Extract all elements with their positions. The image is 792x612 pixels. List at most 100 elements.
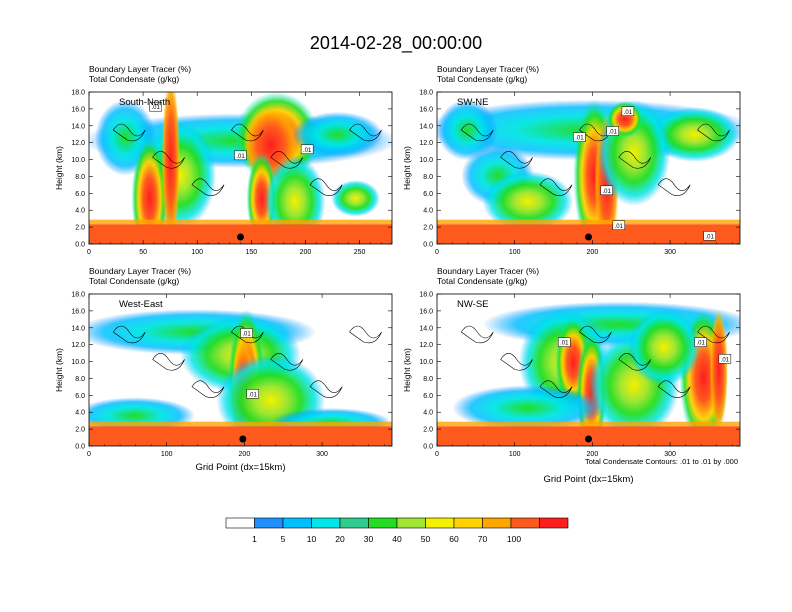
- contour-label-box: [558, 337, 571, 347]
- panel: Boundary Layer Tracer (%)Total Condensat…: [402, 64, 741, 256]
- x-tick-label: 300: [316, 451, 328, 458]
- panel-title-2: Total Condensate (g/kg): [89, 74, 179, 84]
- y-tick-label: 6.0: [75, 191, 85, 198]
- x-tick-label: 0: [435, 249, 439, 256]
- contour-label-box: [694, 337, 707, 347]
- contour-label: .01: [575, 136, 584, 142]
- y-tick-label: 16.0: [71, 106, 85, 113]
- contour: [618, 353, 652, 371]
- panel-title-1: Boundary Layer Tracer (%): [437, 266, 539, 276]
- contour-label: .01: [151, 105, 160, 111]
- x-tick-label: 0: [435, 451, 439, 458]
- y-tick-label: 2.0: [423, 427, 433, 434]
- x-tick-label: 100: [191, 249, 203, 256]
- panel-label: South-North: [119, 97, 170, 108]
- y-tick-label: 4.0: [75, 410, 85, 417]
- y-tick-label: 6.0: [423, 393, 433, 400]
- contour: [112, 123, 146, 142]
- panel-label: SW-NE: [457, 97, 489, 108]
- x-tick-label: 200: [587, 451, 599, 458]
- y-axis-label: Height (km): [402, 348, 412, 392]
- contour: [578, 325, 612, 344]
- y-tick-label: 14.0: [71, 325, 85, 332]
- colorbar-box: [311, 517, 341, 529]
- y-tick-label: 18.0: [71, 90, 85, 97]
- contour: [657, 178, 691, 196]
- boundary-layer-top: [89, 219, 392, 225]
- contour: [460, 325, 494, 344]
- contour: [230, 123, 264, 142]
- colorbar-box: [425, 517, 455, 529]
- field: [89, 294, 392, 446]
- colorbar-box: [510, 517, 540, 529]
- panel-title-2: Total Condensate (g/kg): [437, 276, 527, 286]
- y-tick-label: 0.0: [423, 444, 433, 451]
- y-tick-label: 0.0: [75, 242, 85, 249]
- contour-label-box: [240, 328, 253, 338]
- y-tick-label: 6.0: [75, 393, 85, 400]
- panel: Boundary Layer Tracer (%)Total Condensat…: [402, 266, 741, 485]
- y-tick-label: 2.0: [423, 225, 433, 232]
- x-tick-label: 200: [239, 451, 251, 458]
- y-tick-label: 12.0: [419, 140, 433, 147]
- contour: [349, 123, 382, 142]
- field-blob: [437, 99, 498, 161]
- y-tick-label: 4.0: [75, 208, 85, 215]
- y-tick-label: 8.0: [423, 174, 433, 181]
- colorbar-box: [539, 517, 569, 529]
- panel: Boundary Layer Tracer (%)Total Condensat…: [54, 64, 393, 256]
- panels: Boundary Layer Tracer (%)Total Condensat…: [54, 64, 741, 485]
- contour-label-box: [612, 220, 626, 231]
- colorbar-label: 1: [252, 534, 257, 544]
- panel-title-2: Total Condensate (g/kg): [437, 74, 527, 84]
- colorbar-label: 70: [478, 534, 488, 544]
- x-tick-label: 100: [161, 451, 173, 458]
- x-tick-label: 150: [245, 249, 257, 256]
- panel-title-1: Boundary Layer Tracer (%): [89, 64, 191, 74]
- y-tick-label: 18.0: [71, 292, 85, 299]
- figure-title: 2014-02-28_00:00:00: [310, 33, 482, 54]
- y-tick-label: 10.0: [419, 157, 433, 164]
- y-axis-label: Height (km): [54, 146, 64, 190]
- contour: [270, 353, 304, 371]
- y-tick-label: 10.0: [71, 359, 85, 366]
- y-tick-label: 18.0: [419, 90, 433, 97]
- field: [437, 92, 740, 244]
- contour-label: .01: [721, 357, 730, 363]
- colorbar-box: [282, 517, 312, 529]
- panel-title-2: Total Condensate (g/kg): [89, 276, 179, 286]
- frame: [88, 293, 393, 447]
- frame: [436, 91, 741, 245]
- field-blob: [649, 107, 740, 162]
- contour-label: .01: [696, 341, 705, 347]
- y-axis-label: Height (km): [402, 146, 412, 190]
- y-tick-label: 16.0: [419, 308, 433, 315]
- contour-label: .01: [624, 110, 633, 116]
- contour-label: .01: [706, 234, 715, 240]
- y-tick-label: 0.0: [75, 444, 85, 451]
- contour: [697, 123, 730, 142]
- y-axis-label: Height (km): [54, 348, 64, 392]
- field-blob: [331, 180, 380, 217]
- colorbar-label: 10: [307, 534, 317, 544]
- colorbar-box: [453, 517, 483, 529]
- contour: [112, 325, 146, 344]
- y-tick-label: 4.0: [423, 208, 433, 215]
- contour-label: .01: [236, 154, 245, 160]
- location-marker: [585, 233, 592, 241]
- panel-title-1: Boundary Layer Tracer (%): [437, 64, 539, 74]
- colorbar-label: 20: [335, 534, 345, 544]
- x-tick-label: 200: [587, 249, 599, 256]
- panel-label: NW-SE: [457, 299, 489, 310]
- contour-label-box: [246, 389, 259, 399]
- contour-label: .01: [615, 224, 624, 230]
- y-tick-label: 14.0: [419, 325, 433, 332]
- boundary-layer: [89, 426, 392, 446]
- contour-label-box: [621, 106, 635, 117]
- x-axis-label: Grid Point (dx=15km): [543, 474, 633, 485]
- y-tick-label: 16.0: [71, 308, 85, 315]
- boundary-layer-top: [437, 219, 740, 225]
- colorbar-box: [396, 517, 426, 529]
- colorbar: 1 5 10 20 30 40 50 60 70 100: [225, 517, 569, 544]
- frame: [436, 293, 741, 447]
